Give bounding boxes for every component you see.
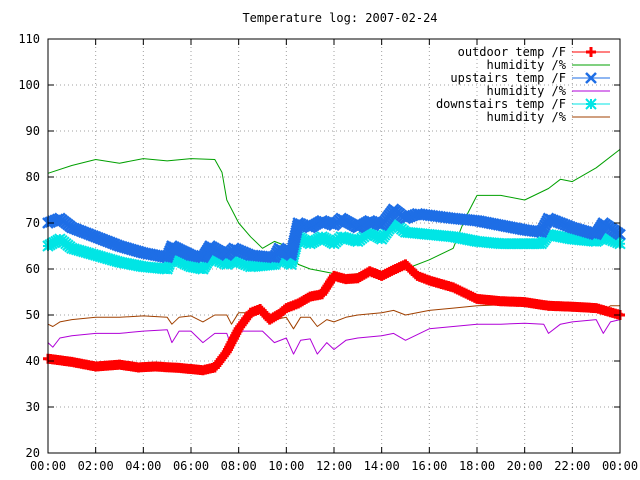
x-tick-label: 06:00 <box>173 459 209 473</box>
series-0 <box>43 259 625 376</box>
series-layer <box>42 149 626 376</box>
y-tick-label: 90 <box>26 124 40 138</box>
x-tick-label: 22:00 <box>554 459 590 473</box>
series-1 <box>47 149 621 276</box>
series-2 <box>42 203 626 264</box>
series-line <box>47 149 621 276</box>
x-tick-label: 14:00 <box>364 459 400 473</box>
chart-title: Temperature log: 2007-02-24 <box>242 11 437 25</box>
y-tick-label: 50 <box>26 308 40 322</box>
data-point-marker <box>585 72 597 84</box>
y-tick-label: 20 <box>26 446 40 460</box>
x-tick-label: 00:00 <box>602 459 638 473</box>
series-3 <box>47 319 621 355</box>
axis-ticks: 20 30 40 50 60 70 80 90 100 110 00:00 02:00 04:00 06:… <box>18 32 638 473</box>
legend-label: humidity /% <box>487 110 567 124</box>
y-tick-label: 60 <box>26 262 40 276</box>
x-tick-label: 12:00 <box>316 459 352 473</box>
data-point-marker <box>585 98 597 110</box>
x-tick-label: 04:00 <box>125 459 161 473</box>
y-tick-label: 80 <box>26 170 40 184</box>
x-tick-label: 02:00 <box>78 459 114 473</box>
x-tick-label: 18:00 <box>459 459 495 473</box>
x-tick-label: 20:00 <box>507 459 543 473</box>
legend-label: upstairs temp /F <box>450 71 566 85</box>
y-tick-label: 110 <box>18 32 40 46</box>
series-line <box>47 319 621 355</box>
legend-label: humidity /% <box>487 58 567 72</box>
x-tick-label: 10:00 <box>268 459 304 473</box>
y-tick-label: 100 <box>18 78 40 92</box>
legend-label: downstairs temp /F <box>436 97 566 111</box>
grid-lines <box>48 39 620 453</box>
x-tick-label: 16:00 <box>411 459 447 473</box>
legend-label: humidity /% <box>487 84 567 98</box>
y-tick-label: 30 <box>26 400 40 414</box>
data-point-marker <box>586 47 596 57</box>
y-tick-label: 70 <box>26 216 40 230</box>
y-tick-label: 40 <box>26 354 40 368</box>
x-tick-label: 08:00 <box>221 459 257 473</box>
legend-label: outdoor temp /F <box>458 45 566 59</box>
x-tick-label: 00:00 <box>30 459 66 473</box>
